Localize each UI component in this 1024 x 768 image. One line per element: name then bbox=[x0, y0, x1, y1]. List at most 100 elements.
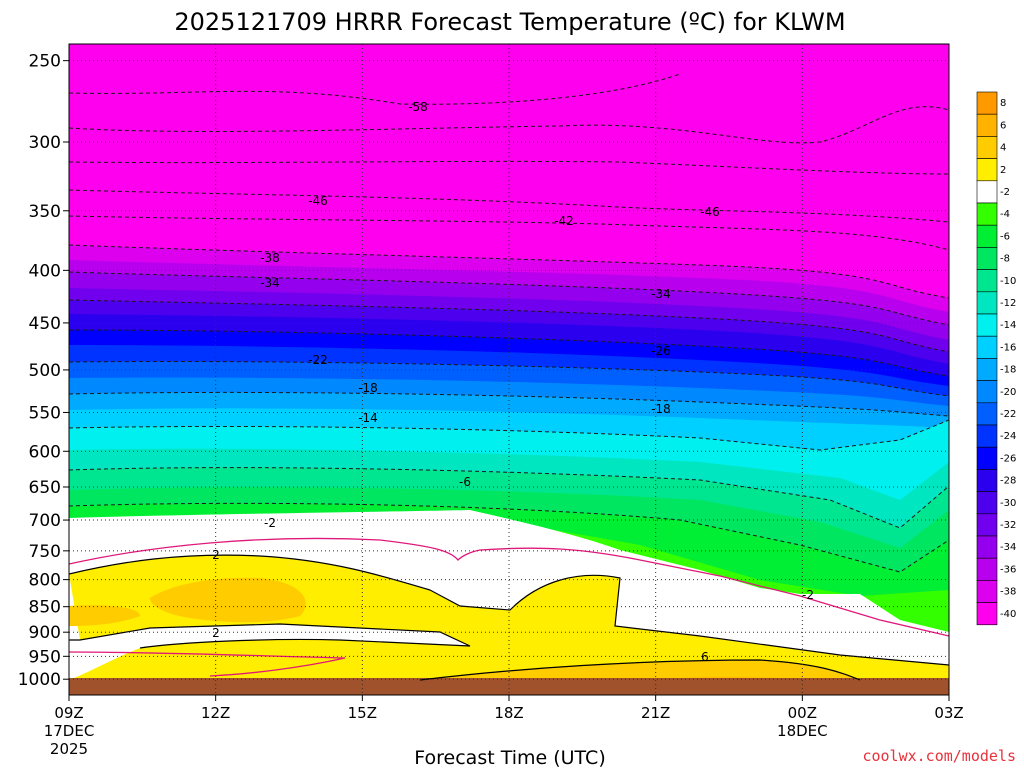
contour-label: 2 bbox=[212, 548, 220, 562]
y-axis: 250 300 350 400 450 500 550 600 650 700 750 800 850 9… bbox=[18, 52, 69, 690]
contour-label: -46 bbox=[308, 194, 328, 208]
colorbar-swatch bbox=[976, 535, 998, 559]
colorbar-label: -32 bbox=[1000, 520, 1016, 531]
x-tick-label: 00Z bbox=[788, 704, 817, 722]
colorbar-swatch bbox=[976, 91, 998, 115]
contour-label: -42 bbox=[554, 214, 574, 228]
colorbar-swatch bbox=[976, 202, 998, 226]
x-tick-label: 09Z bbox=[54, 704, 83, 722]
colorbar-label: -38 bbox=[1000, 587, 1016, 598]
y-tick-label: 400 bbox=[29, 261, 61, 281]
zero-isotherm bbox=[69, 537, 949, 677]
credit-text: coolwx.com/models bbox=[862, 747, 1016, 765]
colorbar-label: 4 bbox=[1000, 143, 1006, 154]
solid-isotherms bbox=[69, 554, 949, 681]
contour-label: -6 bbox=[459, 475, 471, 489]
band-yellow-2 bbox=[150, 577, 306, 623]
y-tick-label: 700 bbox=[29, 511, 61, 531]
y-tick-label: 1000 bbox=[18, 670, 61, 690]
colorbar-swatch bbox=[976, 335, 998, 359]
colorbar-swatch bbox=[976, 358, 998, 381]
y-tick-label: 500 bbox=[29, 361, 61, 381]
contour-label: -26 bbox=[651, 344, 671, 358]
colorbar-label: -6 bbox=[1000, 231, 1010, 242]
colorbar-label: -22 bbox=[1000, 409, 1016, 420]
contour-label: -34 bbox=[651, 287, 671, 301]
y-tick-label: 800 bbox=[29, 571, 61, 591]
y-tick-label: 750 bbox=[29, 542, 61, 562]
contour-label: -2 bbox=[264, 516, 276, 530]
x-tick-label: 18Z bbox=[494, 704, 523, 722]
x-tick-year: 2025 bbox=[50, 740, 88, 758]
x-tick-label: 21Z bbox=[641, 704, 670, 722]
contour-label: 2 bbox=[212, 626, 220, 640]
colorbar-swatch bbox=[976, 513, 998, 537]
chart-title: 2025121709 HRRR Forecast Temperature (ºC… bbox=[174, 8, 845, 36]
colorbar-label: -24 bbox=[1000, 431, 1016, 442]
y-tick-label: 250 bbox=[29, 52, 61, 72]
colorbar-label: -40 bbox=[1000, 609, 1016, 620]
colorbar-label: -16 bbox=[1000, 342, 1016, 353]
x-tick-date: 17DEC bbox=[44, 722, 95, 740]
x-tick-label: 15Z bbox=[348, 704, 377, 722]
contour-label: -18 bbox=[358, 381, 378, 395]
colorbar-swatch bbox=[976, 557, 998, 581]
y-tick-label: 300 bbox=[29, 133, 61, 153]
ground-bar bbox=[69, 678, 949, 695]
y-tick-label: 900 bbox=[29, 623, 61, 643]
colorbar-label: -12 bbox=[1000, 298, 1016, 309]
colorbar-swatch bbox=[976, 491, 998, 515]
y-tick-label: 850 bbox=[29, 598, 61, 618]
colorbar-label: -4 bbox=[1000, 209, 1010, 220]
contour-label: -18 bbox=[651, 402, 671, 416]
colorbar-swatch bbox=[976, 446, 998, 470]
gridlines bbox=[69, 44, 949, 695]
colorbar-label: -26 bbox=[1000, 453, 1016, 464]
colorbar-label: -14 bbox=[1000, 320, 1016, 331]
colorbar-swatch bbox=[976, 113, 998, 137]
colorbar-label: -2 bbox=[1000, 187, 1010, 198]
colorbar-swatch bbox=[976, 469, 998, 492]
colorbar-swatch bbox=[976, 380, 998, 404]
contour-label: -22 bbox=[308, 353, 328, 367]
colorbar-swatch bbox=[976, 313, 998, 337]
x-tick-label: 12Z bbox=[201, 704, 230, 722]
colorbar-swatch bbox=[976, 580, 998, 603]
contour-labels: -58-46-42-46-38-34-34-26-22-18-18-14-6-2… bbox=[212, 100, 814, 664]
contour-label: -46 bbox=[700, 205, 720, 219]
colorbar-label: -34 bbox=[1000, 542, 1016, 553]
x-axis-label: Forecast Time (UTC) bbox=[414, 747, 605, 768]
y-tick-label: 350 bbox=[29, 202, 61, 222]
colorbar-swatch bbox=[976, 424, 998, 448]
colorbar-swatch bbox=[976, 402, 998, 426]
colorbar-swatch bbox=[976, 224, 998, 248]
colorbar-swatch bbox=[976, 291, 998, 315]
colorbar-label: -20 bbox=[1000, 387, 1016, 398]
colorbar-swatch bbox=[976, 158, 998, 182]
y-tick-label: 550 bbox=[29, 403, 61, 423]
x-tick-date: 18DEC bbox=[777, 722, 828, 740]
colorbar-label: 8 bbox=[1000, 98, 1006, 109]
colorbar-label: 2 bbox=[1000, 165, 1006, 176]
contour-label: -2 bbox=[802, 588, 814, 602]
y-tick-label: 650 bbox=[29, 478, 61, 498]
contour-label: -38 bbox=[260, 251, 280, 265]
x-tick-label: 03Z bbox=[934, 704, 963, 722]
colorbar-swatch bbox=[976, 180, 998, 204]
colorbar-swatch bbox=[976, 247, 998, 270]
colorbar-label: -18 bbox=[1000, 365, 1016, 376]
contour-label: 6 bbox=[701, 650, 709, 664]
y-tick-label: 950 bbox=[29, 647, 61, 667]
contour-label: -58 bbox=[408, 100, 428, 114]
contour-label: -34 bbox=[260, 276, 280, 290]
colorbar-label: -8 bbox=[1000, 254, 1010, 265]
dashed-isotherms bbox=[69, 73, 949, 573]
y-tick-label: 450 bbox=[29, 314, 61, 334]
colorbar-label: -36 bbox=[1000, 564, 1016, 575]
y-tick-label: 600 bbox=[29, 442, 61, 462]
band-yellow-3 bbox=[69, 605, 140, 626]
contour-label: -14 bbox=[358, 411, 378, 425]
colorbar-label: 6 bbox=[1000, 120, 1006, 131]
